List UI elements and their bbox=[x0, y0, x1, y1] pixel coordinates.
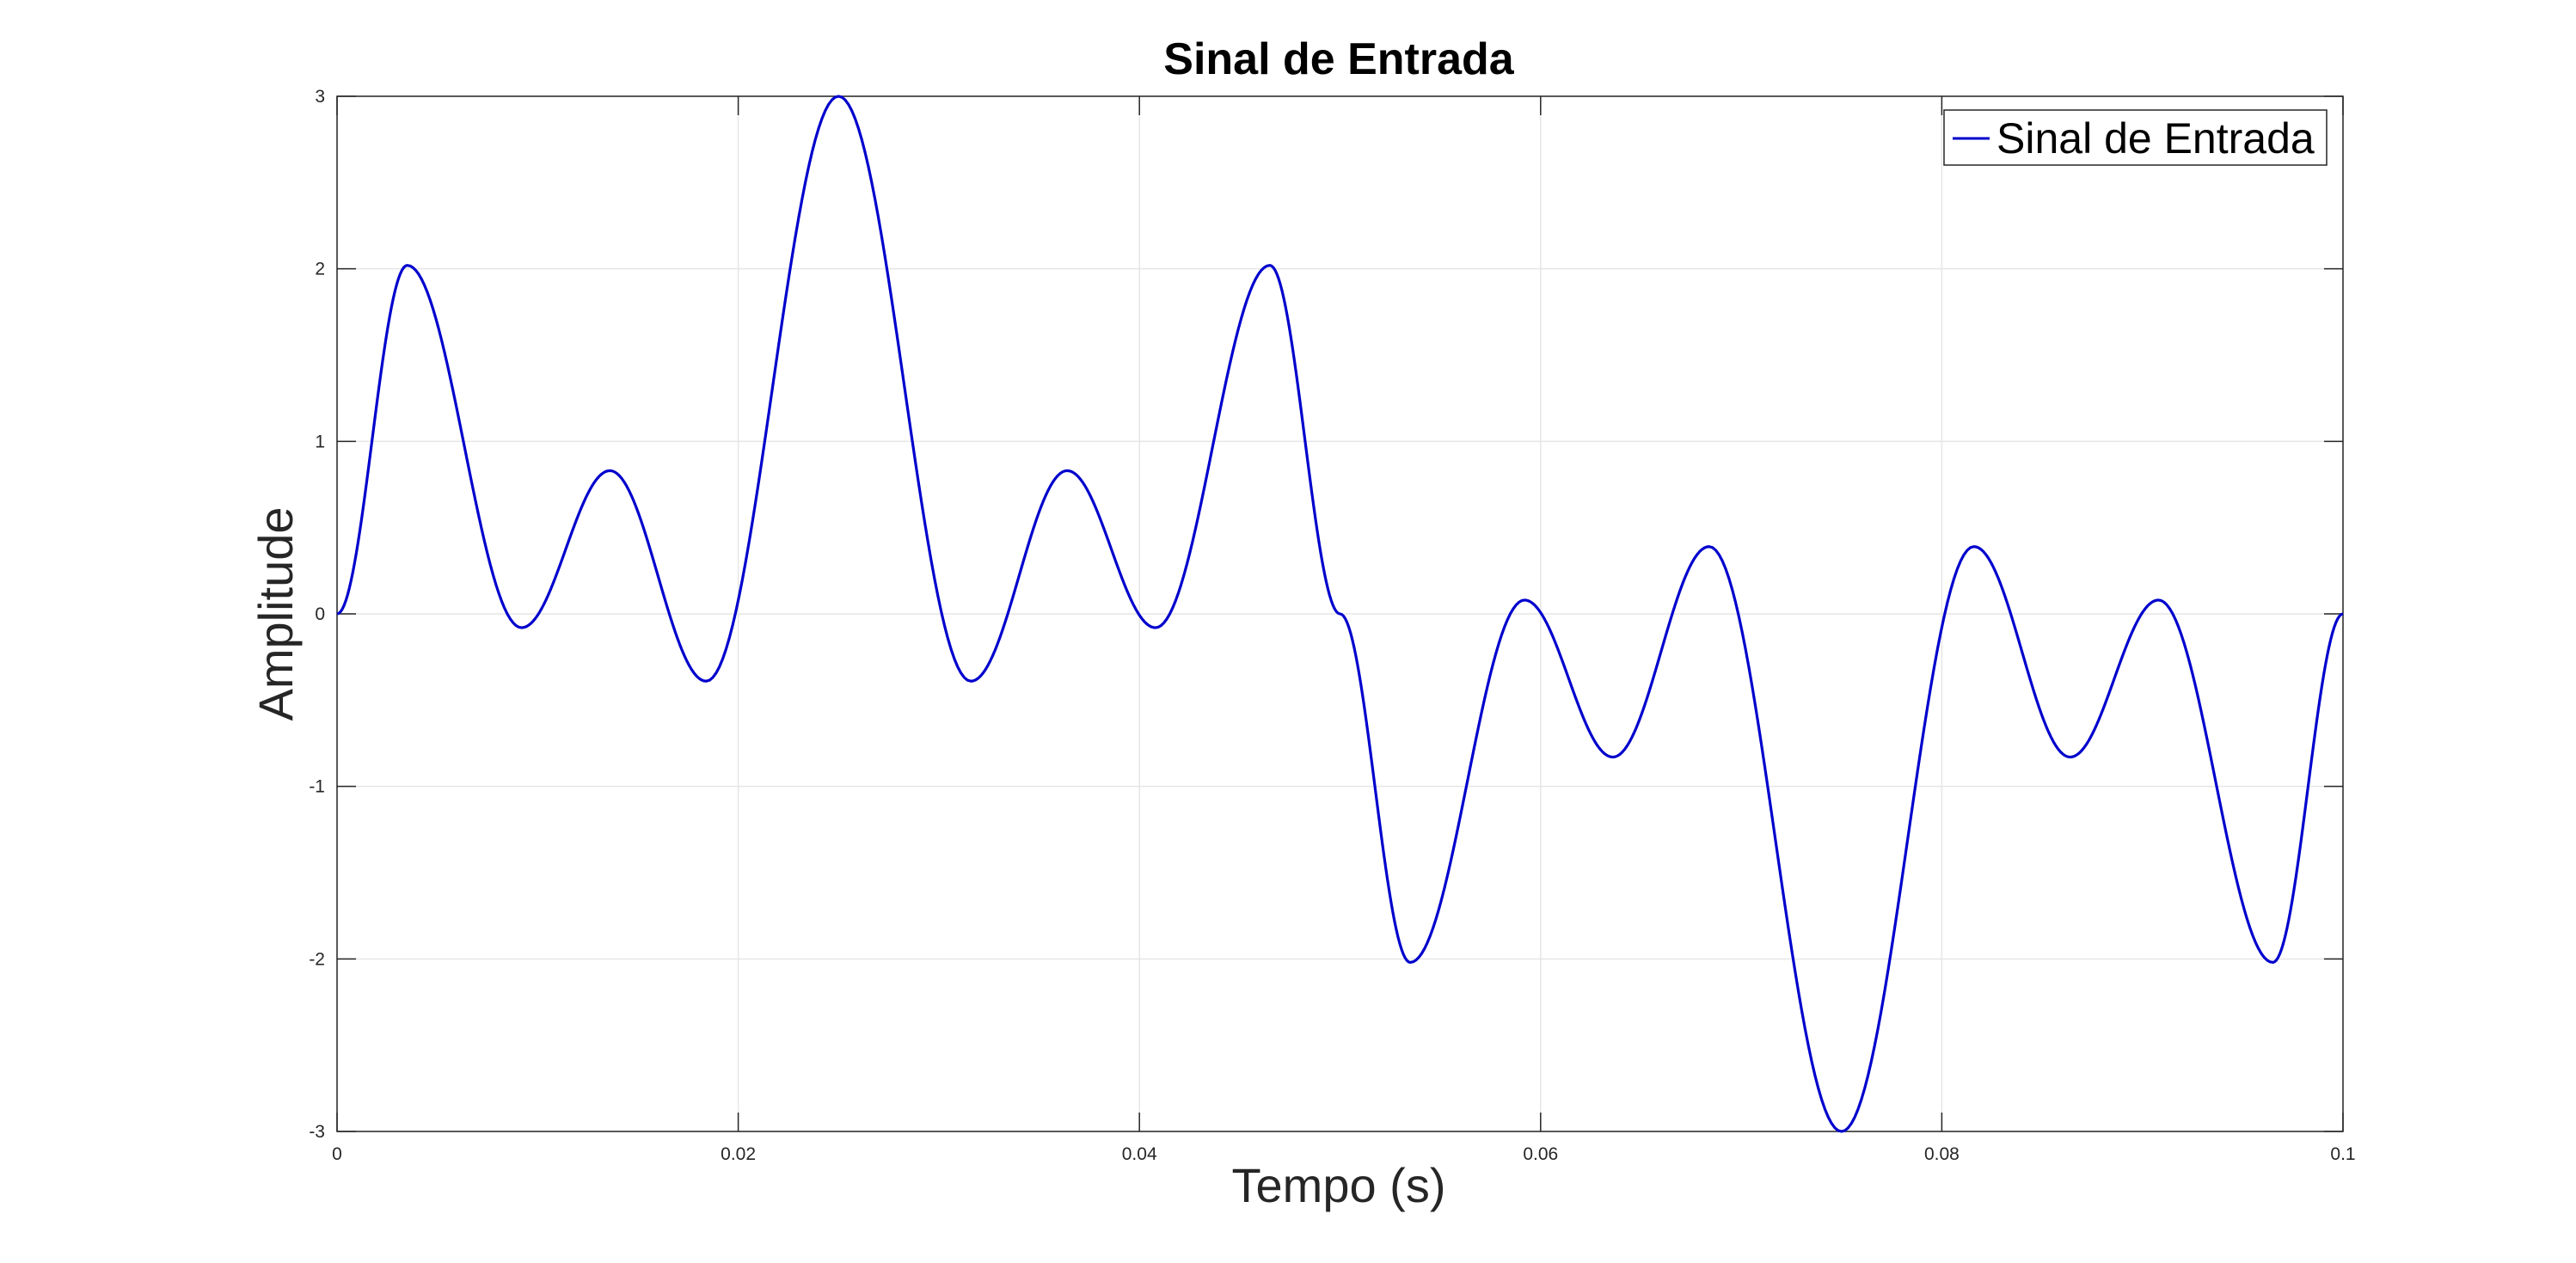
y-tick-label: -2 bbox=[309, 949, 325, 969]
chart-title: Sinal de Entrada bbox=[1163, 34, 1515, 84]
y-tick-label: 3 bbox=[315, 87, 325, 107]
y-tick-label: -3 bbox=[309, 1122, 325, 1142]
y-axis-label: Amplitude bbox=[248, 506, 303, 720]
y-tick-label: 0 bbox=[315, 604, 325, 624]
legend-entry-label: Sinal de Entrada bbox=[1996, 114, 2315, 162]
x-tick-label: 0.1 bbox=[2330, 1144, 2355, 1164]
y-tick-label: -1 bbox=[309, 777, 325, 797]
x-tick-label: 0.06 bbox=[1523, 1144, 1558, 1164]
x-tick-label: 0.04 bbox=[1122, 1144, 1157, 1164]
y-tick-labels: -3 -2 -1 0 1 2 3 bbox=[309, 87, 325, 1142]
x-tick-label: 0.02 bbox=[721, 1144, 756, 1164]
series-layer bbox=[336, 95, 2344, 1133]
x-tick-label: 0 bbox=[332, 1144, 342, 1164]
x-tick-label: 0.08 bbox=[1924, 1144, 1960, 1164]
legend-box bbox=[1943, 109, 2328, 166]
series-line bbox=[336, 95, 2344, 1133]
legend: Sinal de Entrada bbox=[1943, 109, 2328, 166]
x-tick-labels: 0 0.02 0.04 0.06 0.08 0.1 bbox=[332, 1144, 2355, 1164]
y-tick-label: 2 bbox=[315, 260, 325, 279]
ticks bbox=[336, 95, 2344, 1132]
x-axis-label: Tempo (s) bbox=[1232, 1158, 1446, 1212]
y-tick-label: 1 bbox=[315, 432, 325, 451]
